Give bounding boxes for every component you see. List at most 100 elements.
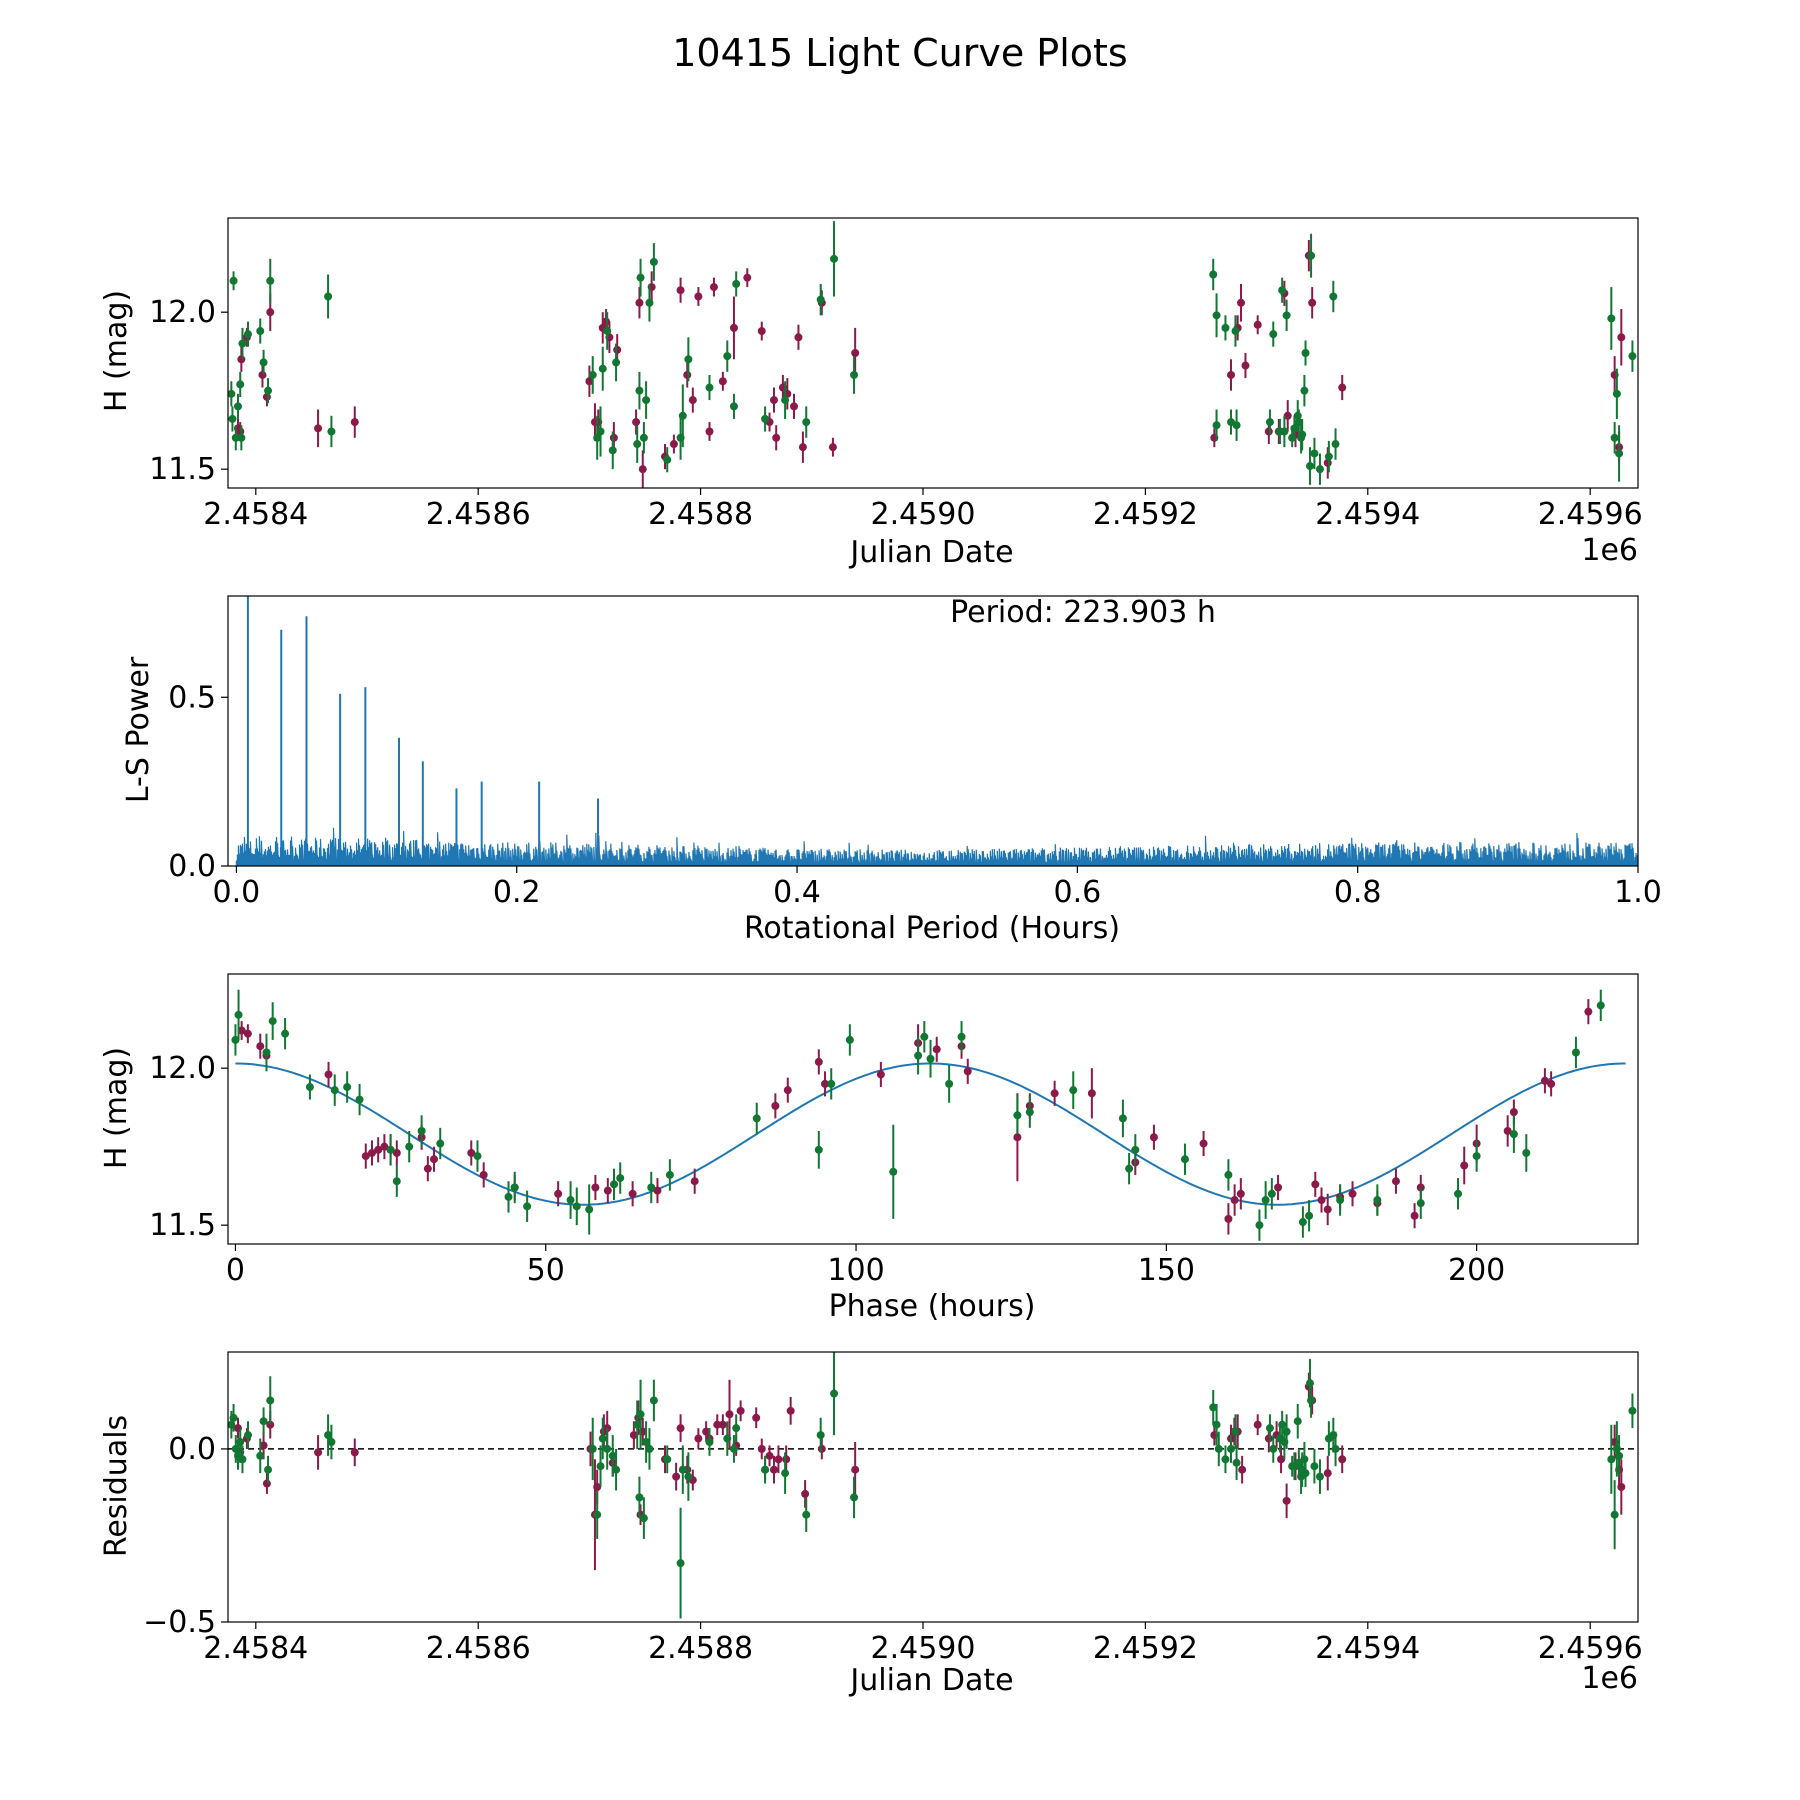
- residuals-point: [593, 1483, 602, 1491]
- periodogram-xtick-label: 0.0: [213, 875, 261, 910]
- phase-folded-point: [957, 1032, 966, 1041]
- phase-folded-point: [889, 1167, 898, 1176]
- residuals-point: [612, 1465, 621, 1474]
- light-curve-point: [1308, 298, 1317, 307]
- phase-folded-point: [771, 1101, 780, 1110]
- residuals-xtick-label: 2.4594: [1315, 1631, 1420, 1666]
- light-curve-point: [694, 292, 703, 301]
- residuals-point: [629, 1431, 638, 1440]
- light-curve-point: [1269, 330, 1278, 339]
- periodogram-xtick-label: 0.6: [1054, 875, 1102, 910]
- light-curve-point: [705, 427, 714, 436]
- light-curve-point: [642, 396, 651, 405]
- light-curve-point: [1607, 314, 1616, 323]
- residuals-point: [705, 1438, 714, 1446]
- phase-folded-point: [1305, 1211, 1314, 1220]
- residuals-point: [1232, 1458, 1241, 1467]
- light-curve-point: [1283, 411, 1292, 420]
- residuals-point: [324, 1431, 333, 1440]
- residuals-point: [663, 1455, 672, 1464]
- residuals-xtick-label: 2.4584: [203, 1631, 308, 1666]
- phase-folded-point: [386, 1145, 395, 1154]
- phase-folded-point: [1013, 1111, 1022, 1120]
- phase-folded-point: [653, 1186, 662, 1195]
- residuals-point: [1331, 1444, 1340, 1453]
- residuals-point: [1607, 1455, 1616, 1464]
- phase-folded-point: [1509, 1108, 1518, 1117]
- residuals-point: [1253, 1420, 1262, 1429]
- phase-folded-point: [1180, 1155, 1189, 1164]
- phase-folded-point: [1267, 1189, 1276, 1198]
- light-curve-point: [228, 389, 236, 398]
- residuals-point: [816, 1431, 825, 1440]
- residuals-point: [1265, 1424, 1274, 1433]
- phase-folded-xlabel: Phase (hours): [829, 1289, 1036, 1324]
- phase-folded-point: [1336, 1196, 1345, 1205]
- light-curve-point: [1307, 251, 1316, 260]
- residuals-xtick-label: 2.4596: [1538, 1631, 1643, 1666]
- phase-folded-point: [1224, 1170, 1233, 1179]
- phase-folded-point: [380, 1142, 389, 1151]
- periodogram-panel: L-S Power Rotational Period (Hours) Peri…: [121, 595, 1662, 946]
- light-curve-point: [608, 446, 617, 455]
- light-curve-point: [632, 418, 641, 427]
- light-curve-xtick-label: 2.4588: [648, 497, 753, 532]
- light-curve-point: [1265, 418, 1274, 427]
- light-curve-point: [1232, 421, 1241, 430]
- phase-folded-point: [1199, 1139, 1208, 1148]
- residuals-point: [802, 1510, 811, 1519]
- residuals-point: [244, 1431, 253, 1440]
- phase-folded-point: [821, 1079, 830, 1088]
- light-curve-point: [688, 396, 697, 405]
- light-curve-plot-area: [228, 221, 1637, 488]
- phase-folded-point: [603, 1186, 612, 1195]
- residuals-point: [761, 1465, 770, 1474]
- residuals-xlabel: Julian Date: [848, 1663, 1013, 1698]
- phase-folded-point: [330, 1086, 339, 1095]
- light-curve-point: [266, 276, 275, 285]
- residuals-point: [851, 1465, 860, 1474]
- light-curve-point: [1241, 361, 1250, 370]
- light-curve-point: [609, 433, 618, 442]
- residuals-point: [786, 1406, 795, 1415]
- periodogram-ytick-label: 0.0: [168, 849, 216, 884]
- residuals-point: [236, 1438, 245, 1446]
- phase-folded-point: [510, 1183, 519, 1192]
- light-curve-point: [234, 402, 243, 411]
- residuals-point: [729, 1444, 738, 1453]
- period-annotation: Period: 223.903 h: [950, 595, 1216, 630]
- phase-folded-point: [392, 1148, 401, 1157]
- phase-folded-xtick-label: 50: [527, 1253, 565, 1288]
- light-curve-point: [613, 345, 622, 354]
- residuals-ylabel: Residuals: [99, 1415, 134, 1557]
- light-curve-point: [729, 402, 738, 411]
- light-curve-axes-frame: [227, 217, 1639, 489]
- residuals-point: [1323, 1469, 1332, 1478]
- phase-folded-point: [1087, 1089, 1096, 1098]
- light-curve-point: [1278, 286, 1287, 295]
- light-curve-point: [1329, 292, 1338, 301]
- phase-folded-xtick-label: 150: [1138, 1253, 1195, 1288]
- light-curve-panel: H (mag) Julian Date 1e6 2.4584 2.4586 2.45…: [99, 217, 1643, 570]
- phase-folded-point: [343, 1083, 352, 1092]
- residuals-point: [645, 1444, 654, 1453]
- residuals-ytick-label: −0.5: [143, 1605, 216, 1640]
- light-curve-point: [732, 279, 741, 288]
- phase-folded-point: [523, 1202, 532, 1211]
- phase-folded-point: [1547, 1079, 1556, 1088]
- phase-folded-point: [504, 1192, 513, 1201]
- light-curve-point: [649, 257, 658, 266]
- phase-folded-point: [262, 1048, 271, 1057]
- light-curve-point: [761, 414, 770, 423]
- light-curve-point: [1282, 311, 1291, 320]
- light-curve-point: [1221, 323, 1230, 332]
- light-curve-point: [678, 411, 687, 420]
- phase-folded-point: [963, 1067, 972, 1076]
- residuals-xtick-label: 2.4588: [648, 1631, 753, 1666]
- phase-folded-point: [1255, 1221, 1264, 1230]
- light-curve-xtick-label: 2.4592: [1093, 497, 1198, 532]
- phase-folded-point: [1323, 1205, 1332, 1214]
- light-curve-point: [794, 333, 803, 342]
- phase-folded-point: [1540, 1076, 1549, 1085]
- phase-folded-point: [1118, 1114, 1127, 1123]
